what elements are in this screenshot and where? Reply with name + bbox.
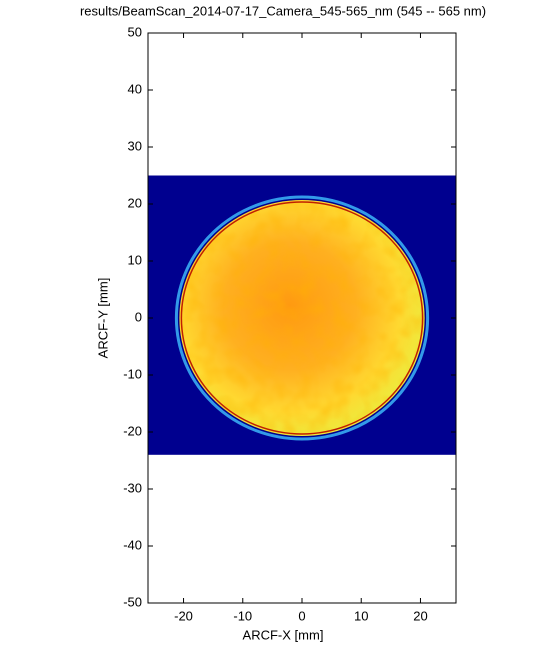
beam-halo (174, 195, 430, 441)
chart-title: results/BeamScan_2014-07-17_Camera_545-5… (80, 3, 486, 18)
y-tick-label: 0 (135, 309, 142, 324)
x-tick-label: 0 (298, 608, 305, 623)
y-tick-label: 20 (128, 195, 142, 210)
y-tick-label: 10 (128, 252, 142, 267)
x-tick-label: 10 (354, 608, 368, 623)
y-tick-label: -30 (123, 480, 142, 495)
x-tick-label: 20 (413, 608, 427, 623)
beam-texture (179, 200, 425, 436)
y-tick-label: -10 (123, 366, 142, 381)
y-tick-label: -20 (123, 423, 142, 438)
y-tick-label: 30 (128, 138, 142, 153)
x-axis-label: ARCF-X [mm] (243, 627, 324, 642)
y-tick-label: 40 (128, 81, 142, 96)
y-tick-label: 50 (128, 24, 142, 39)
x-tick-label: -20 (174, 608, 193, 623)
y-tick-label: -40 (123, 537, 142, 552)
beam-edge (180, 201, 424, 435)
x-tick-label: -10 (233, 608, 252, 623)
y-tick-label: -50 (123, 594, 142, 609)
y-axis-label: ARCF-Y [mm] (95, 278, 110, 359)
